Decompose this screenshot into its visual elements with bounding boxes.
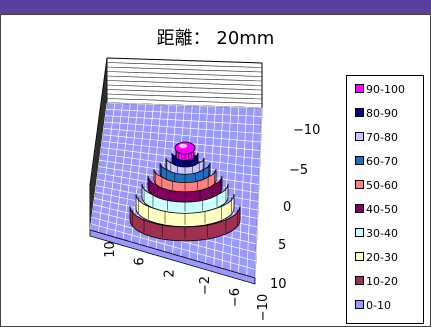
x-tick-label: −6 [228, 287, 244, 308]
surface-skirt [89, 229, 256, 285]
y-tick-label: −5 [289, 163, 309, 178]
surface-gridline [221, 106, 232, 269]
legend-swatch [355, 84, 364, 93]
legend-swatch [355, 132, 364, 141]
surface-gridline [246, 107, 255, 276]
legend-swatch [355, 204, 364, 213]
wall-gridline [106, 80, 263, 86]
surface-gridline [229, 107, 240, 271]
x-tick-label: −2 [198, 275, 214, 296]
legend-item: 40-50 [355, 203, 398, 217]
wall-gridline [106, 62, 263, 68]
legend: 90-100 80-90 70-80 60-70 50-60 40-50 30-… [346, 75, 424, 324]
header-bar [0, 0, 431, 14]
legend-item: 90-100 [355, 83, 405, 97]
legend-swatch [355, 156, 364, 165]
wall-gridline [106, 75, 263, 82]
legend-swatch [355, 300, 364, 309]
legend-swatch [355, 228, 364, 237]
y-tick-label: 10 [270, 277, 287, 292]
wall-gridline [106, 84, 263, 91]
legend-item: 20-30 [355, 251, 398, 265]
y-tick-label: −10 [293, 123, 321, 138]
dome-band [129, 205, 241, 242]
x-tick-label: 10 [102, 241, 118, 258]
legend-swatch [355, 108, 364, 117]
legend-item: 80-90 [355, 107, 398, 121]
x-tick-label: 2 [162, 269, 178, 278]
wall-gridline [106, 93, 263, 100]
surface-gridline [254, 107, 263, 279]
legend-swatch [355, 276, 364, 285]
legend-swatch [355, 180, 364, 189]
legend-item: 50-60 [355, 179, 398, 193]
legend-item: 70-80 [355, 131, 398, 145]
wall-gridline [106, 89, 263, 95]
surface-gridline [238, 107, 247, 274]
legend-swatch [355, 252, 364, 261]
legend-item: 60-70 [355, 155, 398, 169]
dome-highlight [179, 143, 187, 149]
surface-gridline [90, 223, 256, 270]
chart-title: 距離： 20mm [156, 28, 275, 49]
dome-cap [174, 141, 196, 155]
y-tick-label: 0 [283, 200, 292, 215]
wall-gridline [106, 66, 263, 73]
x-tick-label: 6 [132, 257, 148, 266]
x-tick-label: −10 [256, 293, 272, 322]
wall-gridline [106, 71, 263, 77]
wall-gridline [106, 98, 263, 104]
legend-item: 30-40 [355, 227, 398, 241]
legend-item: 0-10 [355, 299, 391, 313]
y-tick-label: 5 [278, 238, 287, 253]
legend-item: 10-20 [355, 275, 398, 289]
